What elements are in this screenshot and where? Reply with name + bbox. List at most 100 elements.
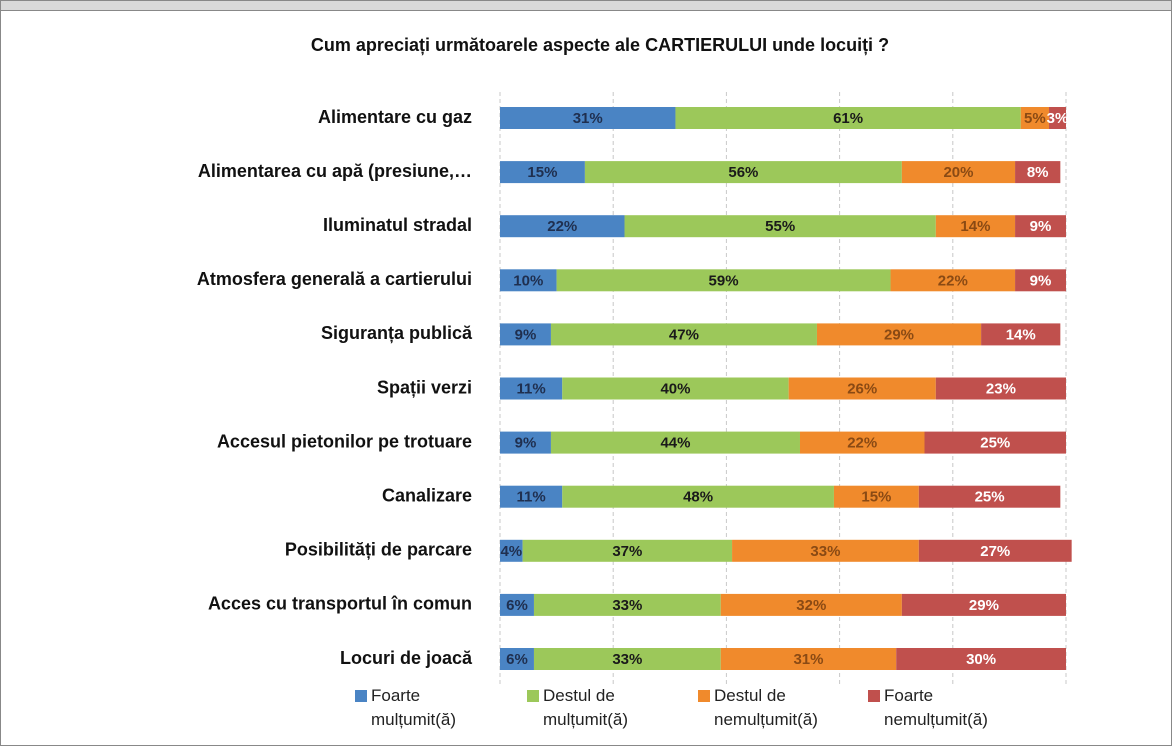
legend-swatch bbox=[868, 690, 880, 702]
data-label: 30% bbox=[966, 651, 996, 668]
data-label: 25% bbox=[975, 489, 1005, 506]
data-label: 29% bbox=[969, 597, 999, 614]
category-label: Locuri de joacă bbox=[340, 648, 473, 668]
data-label: 10% bbox=[513, 272, 543, 289]
category-label: Iluminatul stradal bbox=[323, 215, 472, 235]
category-label: Alimentare cu gaz bbox=[318, 107, 472, 127]
bar-segment bbox=[584, 161, 902, 184]
legend-swatch bbox=[698, 690, 710, 702]
bar-segment bbox=[556, 269, 891, 292]
category-label: Siguranța publică bbox=[321, 323, 473, 343]
legend-item: Destul de nemulțumit(ă) bbox=[698, 684, 848, 732]
category-label: Spații verzi bbox=[377, 377, 472, 397]
bar-segment bbox=[500, 215, 625, 238]
data-label: 11% bbox=[517, 380, 546, 397]
bar-segment bbox=[500, 269, 557, 292]
bar-segment bbox=[500, 107, 676, 129]
data-label: 15% bbox=[527, 164, 557, 181]
top-strip bbox=[0, 0, 1172, 11]
bar-segment bbox=[500, 431, 551, 454]
legend-label: Foarte nemulțumit(ă) bbox=[884, 686, 988, 729]
bar-segment bbox=[788, 377, 936, 400]
data-label: 29% bbox=[884, 326, 914, 343]
data-label: 6% bbox=[506, 651, 528, 668]
bar-segment bbox=[732, 539, 919, 562]
category-label: Alimentarea cu apă (presiune,… bbox=[198, 161, 472, 181]
bar-segment bbox=[500, 648, 534, 670]
category-label: Accesul pietonilor pe trotuare bbox=[217, 431, 472, 451]
bar-segment bbox=[522, 539, 733, 562]
data-label: 33% bbox=[612, 597, 642, 614]
bar-segment bbox=[720, 593, 902, 616]
data-label: 9% bbox=[515, 435, 537, 452]
data-label: 32% bbox=[796, 597, 826, 614]
bar-segment bbox=[816, 323, 982, 346]
bar-segment bbox=[500, 485, 563, 508]
bar-segment bbox=[918, 539, 1072, 562]
data-label: 14% bbox=[960, 218, 990, 235]
data-label: 61% bbox=[833, 110, 863, 127]
data-label: 31% bbox=[573, 110, 603, 127]
data-label: 33% bbox=[810, 543, 840, 560]
bar-segment bbox=[624, 215, 936, 238]
legend-swatch bbox=[355, 690, 367, 702]
legend-item: Destul de mulțumit(ă) bbox=[527, 684, 677, 732]
bar-segment bbox=[550, 431, 800, 454]
data-label: 25% bbox=[980, 435, 1010, 452]
category-label: Acces cu transportul în comun bbox=[208, 594, 472, 614]
legend-label: Destul de mulțumit(ă) bbox=[543, 686, 629, 729]
category-label: Atmosfera generală a cartierului bbox=[197, 269, 472, 289]
data-label: 55% bbox=[765, 218, 795, 235]
data-label: 14% bbox=[1006, 326, 1036, 343]
bar-segment bbox=[1020, 107, 1050, 129]
legend: Foarte mulțumit(ă) Destul de mulțumit(ă) D… bbox=[0, 684, 1172, 744]
legend-item: Foarte nemulțumit(ă) bbox=[868, 684, 1018, 732]
bar-segment bbox=[890, 269, 1016, 292]
data-label: 23% bbox=[986, 380, 1016, 397]
bar-segment bbox=[935, 215, 1016, 238]
bar-segment bbox=[720, 648, 897, 670]
data-label: 9% bbox=[1030, 272, 1052, 289]
data-label: 15% bbox=[861, 489, 891, 506]
data-label: 40% bbox=[660, 380, 690, 397]
bar-segment bbox=[901, 593, 1066, 616]
data-label: 4% bbox=[500, 543, 522, 560]
legend-label: Foarte mulțumit(ă) bbox=[371, 686, 457, 729]
bar-segment bbox=[1015, 215, 1066, 238]
bar-segment bbox=[533, 593, 721, 616]
data-label: 27% bbox=[980, 543, 1010, 560]
bar-segment bbox=[500, 161, 585, 184]
bar-segment bbox=[562, 377, 789, 400]
legend-item: Foarte mulțumit(ă) bbox=[355, 684, 505, 732]
bar-segment bbox=[500, 377, 563, 400]
data-label: 33% bbox=[612, 651, 642, 668]
bar-segment bbox=[981, 323, 1061, 346]
bar-segment bbox=[500, 323, 551, 346]
data-label: 9% bbox=[1030, 218, 1052, 235]
bar-segment bbox=[550, 323, 817, 346]
bar-segment bbox=[675, 107, 1021, 129]
data-label: 6% bbox=[506, 597, 528, 614]
data-label: 22% bbox=[847, 435, 877, 452]
bar-segment bbox=[562, 485, 834, 508]
legend-swatch bbox=[527, 690, 539, 702]
data-label: 3% bbox=[1047, 110, 1069, 127]
bar-segment bbox=[1049, 107, 1066, 129]
data-label: 5% bbox=[1024, 110, 1046, 127]
data-label: 9% bbox=[515, 326, 537, 343]
bar-segment bbox=[799, 431, 925, 454]
data-label: 44% bbox=[660, 435, 690, 452]
data-label: 59% bbox=[709, 272, 739, 289]
bar-segment bbox=[833, 485, 919, 508]
bar-segment bbox=[918, 485, 1061, 508]
data-label: 37% bbox=[612, 543, 642, 560]
bar-segment bbox=[935, 377, 1066, 400]
bar-segment bbox=[1015, 161, 1061, 184]
data-label: 22% bbox=[547, 218, 577, 235]
data-label: 22% bbox=[938, 272, 968, 289]
data-label: 48% bbox=[683, 489, 713, 506]
data-label: 8% bbox=[1027, 164, 1049, 181]
legend-label: Destul de nemulțumit(ă) bbox=[714, 686, 818, 729]
